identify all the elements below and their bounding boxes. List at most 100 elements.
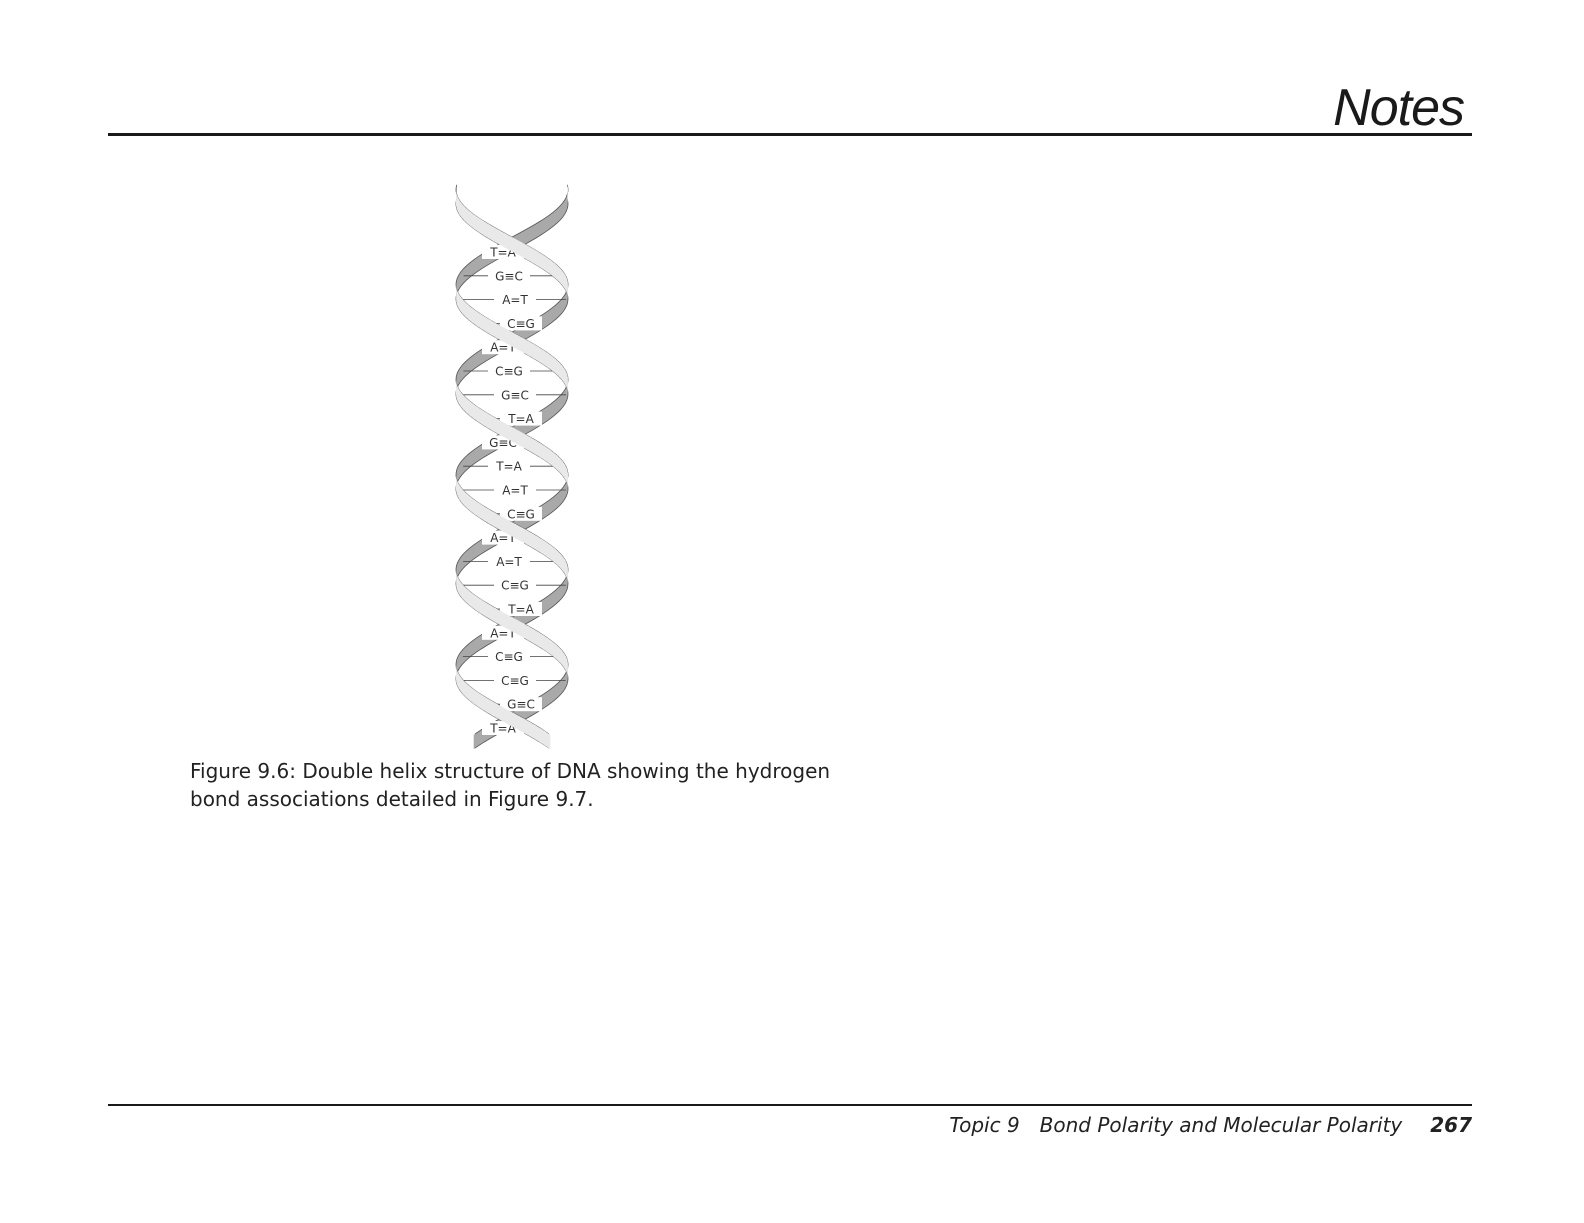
strand-2-segment (561, 364, 565, 383)
strand-1-segment (560, 676, 564, 695)
base-pair: A=T (458, 483, 566, 498)
base-pair: C≡G (458, 578, 566, 593)
strand-1-segment (544, 499, 550, 518)
strand-1-segment (552, 493, 557, 512)
strand-2-segment (463, 679, 467, 698)
base-pair-label-background (500, 316, 542, 331)
base-pair-label-background (488, 649, 530, 664)
strand-2-segment (536, 535, 543, 554)
strand-1-segment (564, 481, 567, 500)
strand-1-segment (548, 496, 554, 515)
strand-1-segment (471, 592, 477, 611)
strand-2-segment (529, 223, 536, 242)
strand-1-segment (529, 436, 536, 455)
base-pair: G≡C (458, 387, 566, 402)
base-pairs: T=AG≡CA=TC≡GA=TC≡GG≡CT=AG≡CT=AA=TC≡GA=TA… (457, 245, 567, 736)
base-pair: G≡C (485, 697, 542, 712)
strand-1-segment (565, 655, 568, 674)
strand-1-segment (477, 406, 483, 425)
strand-1-segment (472, 541, 478, 560)
strand-1-segment (518, 430, 526, 449)
base-pair-label: C≡G (495, 650, 523, 664)
strand-2-segment (554, 397, 559, 416)
strand-2-segment (509, 520, 517, 539)
strand-2-segment (474, 499, 480, 518)
strand-2-segment (466, 451, 472, 470)
strand-2-edge (455, 184, 569, 735)
strand-1-segment (539, 442, 546, 461)
strand-1-segment (542, 310, 549, 329)
strand-1-segment (551, 304, 556, 323)
strand-2-segment (473, 688, 479, 707)
strand-2-segment (459, 649, 463, 668)
strand-2-segment (496, 703, 504, 722)
strand-1-segment (563, 292, 566, 311)
strand-2-segment (477, 691, 483, 710)
strand-2-segment (563, 577, 566, 596)
strand-1-segment (554, 682, 559, 701)
strand-2-segment (528, 340, 535, 359)
strand-1-segment (550, 259, 555, 278)
strand-1-segment (560, 268, 564, 287)
strand-2-segment (560, 391, 564, 410)
strand-2-segment (550, 544, 555, 563)
strand-2-segment (500, 325, 508, 344)
strand-2-segment (548, 211, 554, 230)
base-pair-label-background (488, 364, 530, 378)
strand-2-segment (483, 505, 490, 524)
strand-2-segment (457, 274, 459, 293)
strand-2-segment (491, 700, 498, 719)
footer-topic-title: Bond Polarity and Molecular Polarity (1039, 1113, 1403, 1137)
strand-1-segment (457, 196, 460, 215)
strand-1-segment (566, 277, 568, 296)
strand-2-segment (551, 589, 556, 608)
strand-1-segment (524, 433, 531, 452)
strand-2-segment (464, 643, 469, 662)
strand-1-segment (456, 193, 458, 212)
strand-1-segment (458, 367, 461, 386)
base-pair-label-background (500, 506, 542, 521)
dna-front-strand (456, 184, 568, 750)
strand-2-segment (462, 265, 467, 284)
strand-1-segment (554, 262, 559, 281)
strand-1-segment (561, 649, 565, 668)
strand-1-segment (552, 451, 558, 470)
base-pair-label-background (488, 268, 530, 283)
strand-1-segment (458, 577, 461, 596)
strand-1-segment (565, 274, 567, 293)
strand-1-segment (543, 634, 549, 653)
strand-2-segment (470, 496, 476, 515)
strand-1-segment (502, 421, 509, 440)
base-pair: C≡G (458, 673, 566, 688)
strand-1-segment (461, 202, 465, 221)
base-pair-label-background (500, 697, 542, 712)
strand-1-segment (463, 394, 467, 413)
strand-2-segment (522, 337, 529, 356)
strand-2-segment (544, 214, 550, 233)
strand-2-segment (517, 334, 524, 353)
strand-1-segment (546, 256, 552, 275)
strand-1-segment (555, 643, 560, 662)
strand-2-segment (458, 292, 461, 311)
strand-2-segment (515, 523, 522, 542)
strand-1-segment (511, 616, 519, 635)
strand-2-segment (555, 586, 560, 605)
footer-rule (108, 1104, 1472, 1106)
strand-2-segment (456, 655, 459, 674)
strand-2-segment (461, 487, 465, 506)
strand-2-segment (461, 457, 465, 476)
base-pair-label: G≡C (507, 698, 535, 712)
page-header-title: Notes (1333, 79, 1465, 137)
strand-1-segment (457, 559, 459, 578)
strand-2-segment (458, 673, 461, 692)
strand-2-segment (484, 316, 491, 335)
strand-1-segment (564, 463, 567, 482)
strand-2-segment (539, 727, 546, 746)
strand-1-segment (460, 553, 464, 572)
base-pair-label-background (500, 411, 542, 426)
strand-2-segment (506, 328, 513, 347)
strand-2-segment (493, 511, 500, 530)
strand-1-segment (475, 349, 481, 368)
base-pair-label: G≡C (501, 388, 529, 402)
strand-1-segment (498, 229, 506, 248)
